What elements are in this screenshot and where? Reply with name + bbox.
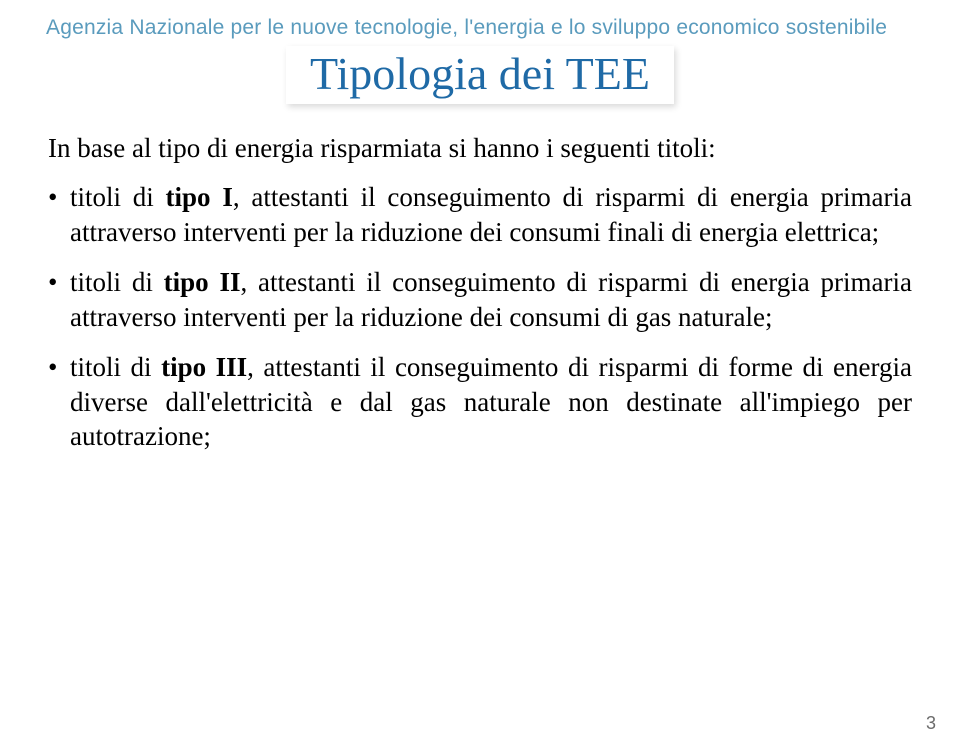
- bullet-prefix: titoli di: [70, 267, 164, 297]
- slide-page: Agenzia Nazionale per le nuove tecnologi…: [0, 0, 960, 748]
- list-item: titoli di tipo III, attestanti il conseg…: [48, 350, 912, 454]
- bullet-prefix: titoli di: [70, 182, 166, 212]
- bullet-bold: tipo III: [161, 352, 247, 382]
- bullet-list: titoli di tipo I, attestanti il consegui…: [48, 180, 912, 454]
- list-item: titoli di tipo I, attestanti il consegui…: [48, 180, 912, 249]
- title-container: Tipologia dei TEE: [46, 46, 914, 104]
- agency-header: Agenzia Nazionale per le nuove tecnologi…: [46, 16, 914, 40]
- bullet-bold: tipo II: [164, 267, 241, 297]
- intro-text: In base al tipo di energia risparmiata s…: [48, 132, 912, 166]
- bullet-prefix: titoli di: [70, 352, 161, 382]
- list-item: titoli di tipo II, attestanti il consegu…: [48, 265, 912, 334]
- page-number: 3: [926, 713, 936, 734]
- slide-title: Tipologia dei TEE: [286, 46, 674, 104]
- bullet-bold: tipo I: [166, 182, 233, 212]
